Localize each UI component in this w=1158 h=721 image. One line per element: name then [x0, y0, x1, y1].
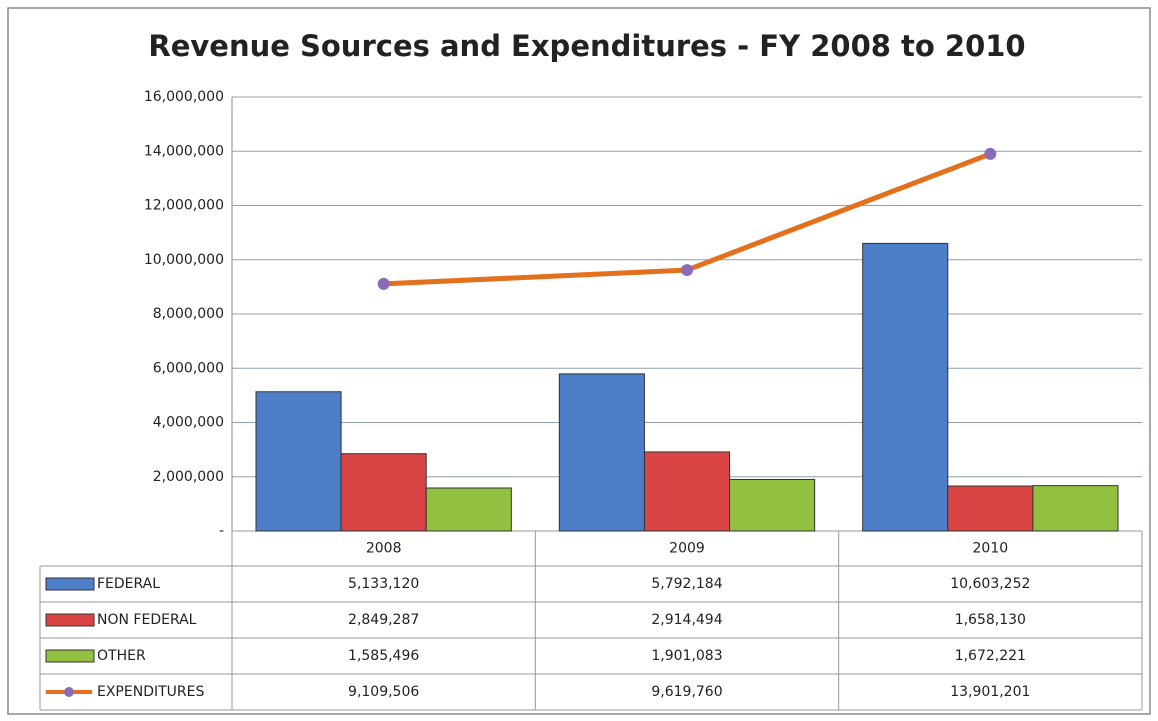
- table-cell: 2,849,287: [348, 612, 419, 628]
- bar: [862, 242, 949, 532]
- y-tick-label: 4,000,000: [153, 415, 224, 431]
- table-cell: 1,901,083: [651, 648, 722, 664]
- legend-key: [45, 649, 95, 663]
- table-cell: 9,619,760: [651, 684, 722, 700]
- bar: [255, 391, 342, 532]
- x-tick-label: 2009: [669, 541, 705, 557]
- bar: [425, 487, 512, 532]
- bar: [947, 485, 1034, 532]
- table-cell: 10,603,252: [950, 576, 1030, 592]
- y-tick-label: 8,000,000: [153, 306, 224, 322]
- y-tick-label: 10,000,000: [144, 252, 224, 268]
- marker: [984, 147, 997, 160]
- legend-label: FEDERAL: [97, 576, 160, 592]
- table-cell: 9,109,506: [348, 684, 419, 700]
- y-tick-label: 2,000,000: [153, 469, 224, 485]
- bar: [1032, 485, 1119, 532]
- table-cell: 1,658,130: [955, 612, 1026, 628]
- table-cell: 5,133,120: [348, 576, 419, 592]
- bar: [643, 451, 731, 532]
- table-cell: 5,792,184: [651, 576, 722, 592]
- table-cell: 1,585,496: [348, 648, 419, 664]
- bar: [558, 373, 645, 532]
- legend-label: OTHER: [97, 648, 146, 664]
- marker: [377, 277, 390, 290]
- chart-title: Revenue Sources and Expenditures - FY 20…: [148, 29, 1025, 63]
- legend-label: EXPENDITURES: [97, 684, 204, 700]
- y-tick-label: 16,000,000: [144, 89, 224, 105]
- legend-key: [45, 613, 95, 627]
- legend-key: [45, 577, 95, 591]
- y-tick-label: 6,000,000: [153, 360, 224, 376]
- bar: [340, 453, 427, 532]
- legend-key: [64, 687, 74, 697]
- y-tick-label: 12,000,000: [144, 198, 224, 214]
- y-tick-label: -: [219, 523, 224, 539]
- table-cell: 13,901,201: [950, 684, 1030, 700]
- x-tick-label: 2010: [973, 541, 1009, 557]
- chart-frame: [7, 7, 1151, 715]
- marker: [681, 264, 693, 277]
- legend-label: NON FEDERAL: [97, 612, 197, 628]
- bar: [729, 478, 816, 532]
- y-tick-label: 14,000,000: [144, 143, 224, 159]
- table-cell: 2,914,494: [651, 612, 722, 628]
- table-cell: 1,672,221: [955, 648, 1026, 664]
- x-tick-label: 2008: [366, 541, 402, 557]
